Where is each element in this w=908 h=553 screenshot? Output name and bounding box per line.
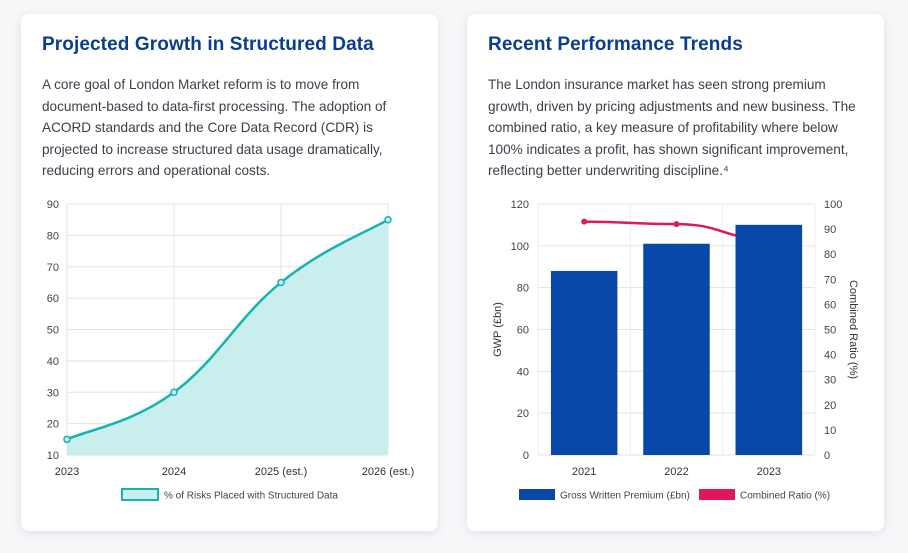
data-point — [63, 435, 71, 444]
y-tick-label: 10 — [47, 450, 59, 462]
performance-combo-chart: 0 20 40 60 80 100 120 0 10 20 30 40 50 60 70 80 90 100 202… — [492, 199, 859, 502]
structured-data-card: Projected Growth in Structured Data A co… — [21, 14, 438, 531]
y-tick-label: 20 — [517, 408, 529, 420]
legend-swatch-ratio — [699, 489, 735, 500]
y-right-tick-label: 40 — [824, 350, 836, 362]
y-right-tick-label: 30 — [824, 375, 836, 387]
y-tick-label: 40 — [517, 366, 529, 378]
bar — [643, 243, 710, 455]
y-tick-label: 80 — [47, 230, 59, 242]
data-point — [277, 278, 285, 287]
combined-ratio-point — [581, 218, 588, 225]
y-tick-label: 50 — [47, 325, 59, 337]
x-tick-label: 2023 — [757, 466, 781, 478]
bar-overlay — [735, 224, 803, 455]
y-right-tick-label: 50 — [824, 325, 836, 337]
y-axis-title: GWP (£bn) — [492, 302, 504, 357]
performance-trends-card: Recent Performance Trends The London ins… — [467, 14, 884, 531]
card-description: A core goal of London Market reform is t… — [42, 77, 387, 179]
series-area-fill — [67, 219, 388, 455]
y-right-tick-label: 100 — [824, 199, 842, 211]
y-right-axis-title: Combined Ratio (%) — [847, 280, 859, 379]
series-line — [66, 218, 389, 441]
legend-swatch-gwp — [519, 489, 555, 500]
x-tick-label: 2026 (est.) — [362, 466, 415, 478]
y-right-tick-label: 10 — [824, 425, 836, 437]
data-point — [170, 388, 178, 396]
y-right-tick-label: 80 — [824, 249, 836, 261]
y-tick-label: 20 — [47, 419, 59, 431]
y-tick-label: 120 — [511, 199, 529, 211]
y-tick-label: 100 — [511, 241, 529, 253]
data-point — [384, 215, 392, 224]
legend-label-ratio: Combined Ratio (%) — [740, 491, 830, 502]
y-right-tick-label: 90 — [824, 224, 836, 236]
y-right-tick-label: 60 — [824, 299, 836, 311]
legend-label: % of Risks Placed with Structured Data — [164, 491, 338, 502]
y-right-tick-label: 20 — [824, 400, 836, 412]
y-tick-label: 40 — [47, 356, 59, 368]
card-title: Projected Growth in Structured Data — [42, 34, 374, 55]
y-tick-label: 70 — [47, 262, 59, 274]
card-title: Recent Performance Trends — [488, 34, 743, 55]
y-tick-label: 60 — [517, 325, 529, 337]
y-tick-label: 60 — [47, 293, 59, 305]
x-tick-label: 2025 (est.) — [255, 466, 308, 478]
x-tick-label: 2022 — [664, 466, 688, 478]
y-tick-label: 90 — [47, 199, 59, 211]
combined-ratio-point — [673, 221, 680, 228]
x-tick-label: 2023 — [55, 466, 79, 478]
y-tick-label: 30 — [47, 387, 59, 399]
y-tick-label: 0 — [523, 450, 529, 462]
legend-label-gwp: Gross Written Premium (£bn) — [560, 491, 690, 502]
x-tick-label: 2021 — [572, 466, 596, 478]
x-tick-label: 2024 — [162, 466, 186, 478]
card-description: The London insurance market has seen str… — [488, 77, 856, 179]
y-tick-label: 80 — [517, 283, 529, 295]
structured-data-area-chart: 10 20 30 40 50 60 70 80 90 2023 2024 2025 (est.) 202… — [47, 199, 415, 502]
y-right-tick-label: 70 — [824, 274, 836, 286]
y-right-tick-label: 0 — [824, 450, 830, 462]
legend-swatch — [121, 488, 159, 501]
bar — [550, 270, 618, 455]
